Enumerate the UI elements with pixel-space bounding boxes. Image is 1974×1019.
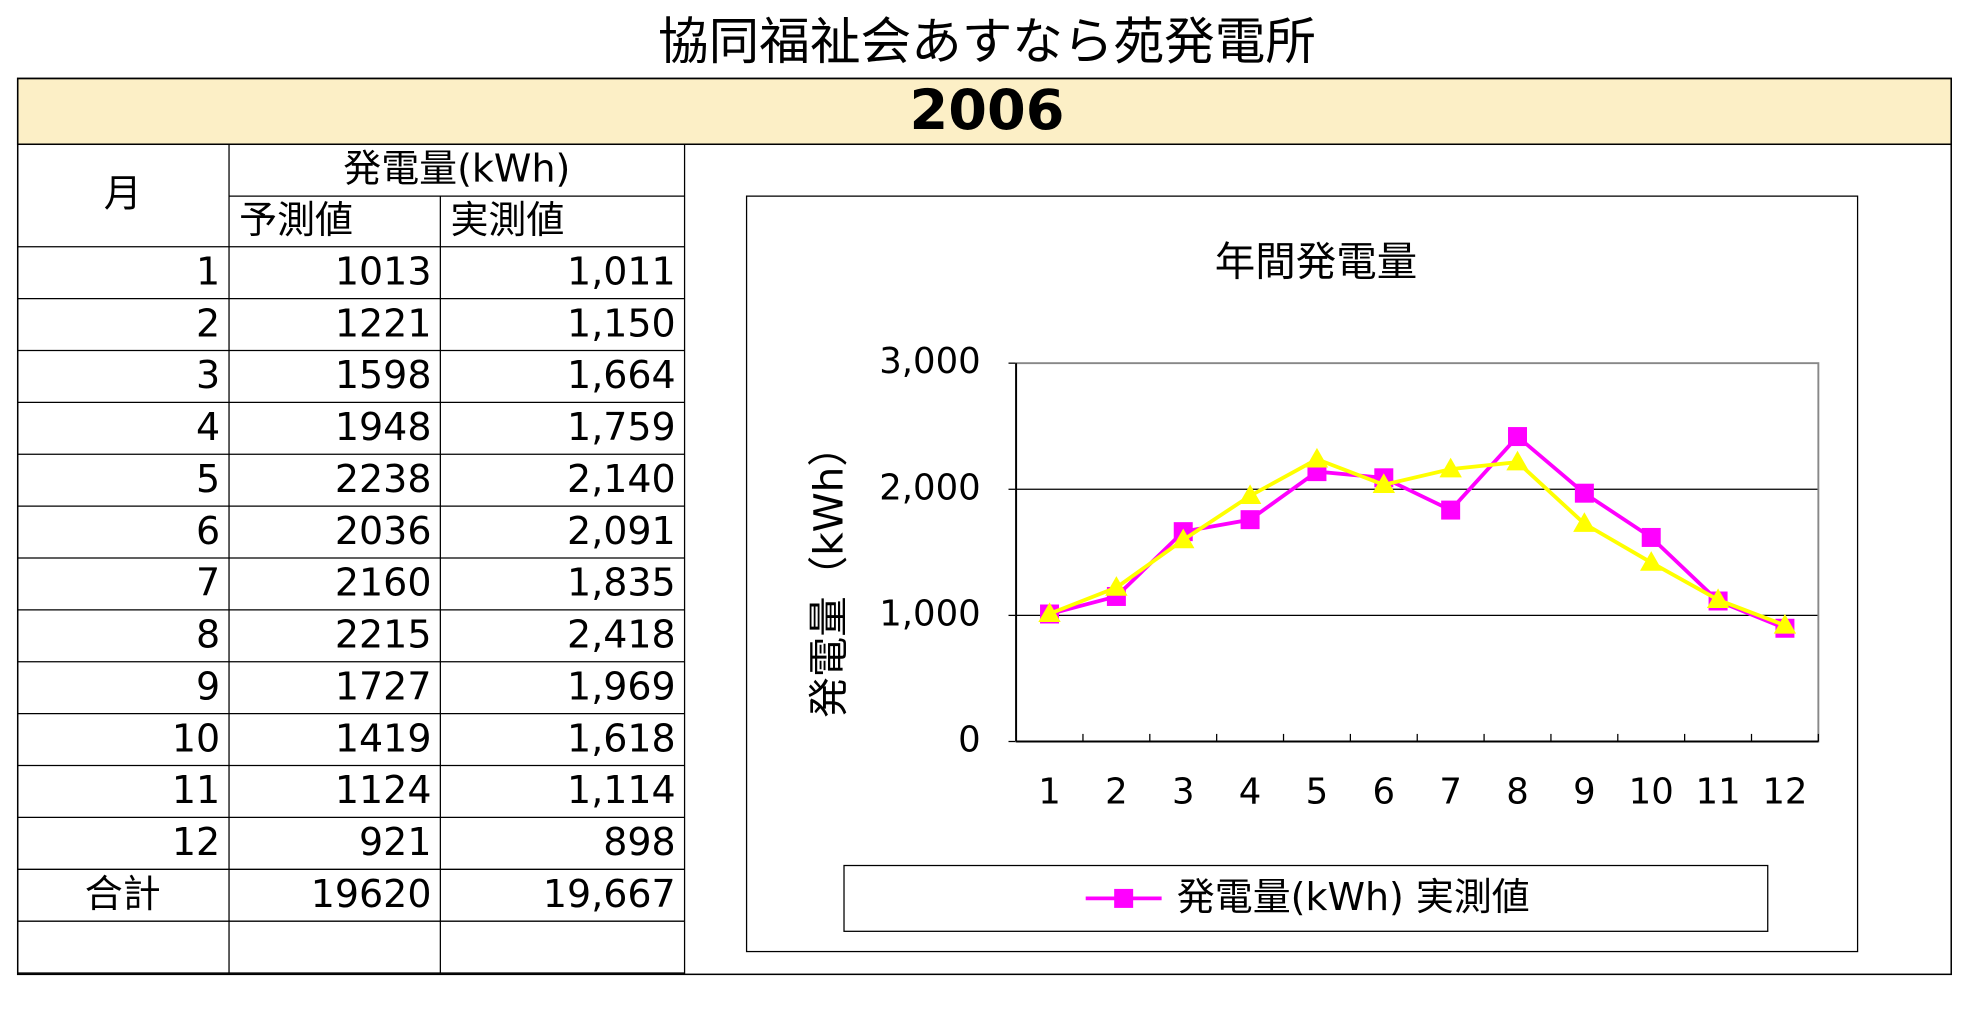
series-line [1049, 433, 1786, 631]
x-tick-label: 5 [1306, 771, 1329, 812]
data-point [1640, 551, 1663, 571]
cell: 8 [196, 613, 220, 657]
cell: 1,969 [567, 664, 676, 708]
cell: 7 [196, 561, 220, 605]
x-tick-label: 11 [1696, 771, 1741, 812]
data-point [1508, 427, 1528, 447]
x-tick-label: 10 [1629, 771, 1674, 812]
data-point [1105, 576, 1128, 596]
year: 2006 [910, 78, 1065, 143]
cell: 2238 [335, 457, 432, 501]
cell: 1,114 [567, 768, 676, 812]
x-tick-label: 3 [1172, 771, 1195, 812]
data-point [1305, 447, 1329, 468]
cell: 2160 [335, 561, 432, 605]
legend-box [843, 864, 1769, 932]
x-tick-label: 7 [1439, 771, 1462, 812]
y-tick-label: 0 [958, 720, 981, 761]
cell: 1,759 [567, 405, 676, 449]
legend-marker [1114, 888, 1134, 908]
data-point [1506, 450, 1529, 471]
cell: 6 [196, 509, 220, 553]
cell: 1013 [335, 249, 432, 293]
data-point [1172, 528, 1195, 549]
x-tick-label: 8 [1506, 771, 1529, 812]
cell: 1,011 [567, 249, 676, 293]
header-column: 予測値 [239, 198, 353, 242]
data-point [1439, 457, 1462, 478]
legend-label: 発電量(kWh) 実測値 [1177, 875, 1530, 919]
page-title: 協同福祉会あすなら苑発電所 [658, 12, 1316, 71]
cell: 1,150 [567, 301, 676, 345]
data-point [1238, 484, 1262, 505]
cell: 19620 [311, 872, 432, 916]
header-month: 月 [104, 172, 142, 216]
cell: 2 [196, 301, 220, 345]
data-point [1573, 512, 1596, 532]
data-point [1773, 613, 1797, 634]
cell: 2036 [335, 509, 432, 553]
x-tick-label: 2 [1105, 771, 1128, 812]
cell: 19,667 [543, 872, 676, 916]
header-column: 実測値 [450, 198, 564, 242]
cell: 2,091 [567, 509, 676, 553]
cell: 10 [172, 716, 220, 760]
year-band [16, 77, 1952, 146]
cell: 9 [196, 664, 220, 708]
x-tick-label: 1 [1038, 771, 1061, 812]
data-point [1574, 483, 1594, 503]
cell: 4 [196, 405, 220, 449]
cell: 1727 [335, 664, 432, 708]
cell: 898 [603, 820, 675, 864]
y-axis-label: 発電量（kWh） [804, 426, 852, 718]
cell: 1,618 [567, 716, 676, 760]
y-tick-label: 3,000 [879, 341, 980, 382]
x-tick-label: 6 [1373, 771, 1396, 812]
cell: 2,418 [567, 613, 676, 657]
cell: 1948 [335, 405, 432, 449]
cell: 1 [196, 249, 220, 293]
cell: 1124 [335, 768, 432, 812]
data-point [1441, 500, 1461, 520]
cell: 1419 [335, 716, 432, 760]
cell: 合計 [85, 872, 161, 916]
cell: 2215 [335, 613, 432, 657]
cell: 921 [359, 820, 431, 864]
data-point [1641, 527, 1661, 547]
data-point [1706, 588, 1730, 608]
cell: 5 [196, 457, 220, 501]
cell: 1,835 [567, 561, 676, 605]
data-point [1038, 602, 1061, 622]
cell: 1221 [335, 301, 432, 345]
cell: 3 [196, 353, 220, 397]
cell: 12 [172, 820, 220, 864]
x-tick-label: 9 [1573, 771, 1596, 812]
x-tick-label: 12 [1762, 771, 1807, 812]
sheet-border [16, 77, 1952, 976]
data-point [1372, 473, 1396, 493]
data-point [1240, 510, 1260, 530]
header-group: 発電量(kWh) [343, 146, 570, 190]
cell: 2,140 [567, 457, 676, 501]
y-tick-label: 2,000 [879, 467, 980, 508]
y-tick-label: 1,000 [879, 593, 980, 634]
x-tick-label: 4 [1239, 771, 1262, 812]
chart-title: 年間発電量 [1215, 237, 1417, 285]
cell: 1,664 [567, 353, 676, 397]
series-line [1048, 457, 1786, 628]
cell: 11 [172, 768, 220, 812]
cell: 1598 [335, 353, 432, 397]
